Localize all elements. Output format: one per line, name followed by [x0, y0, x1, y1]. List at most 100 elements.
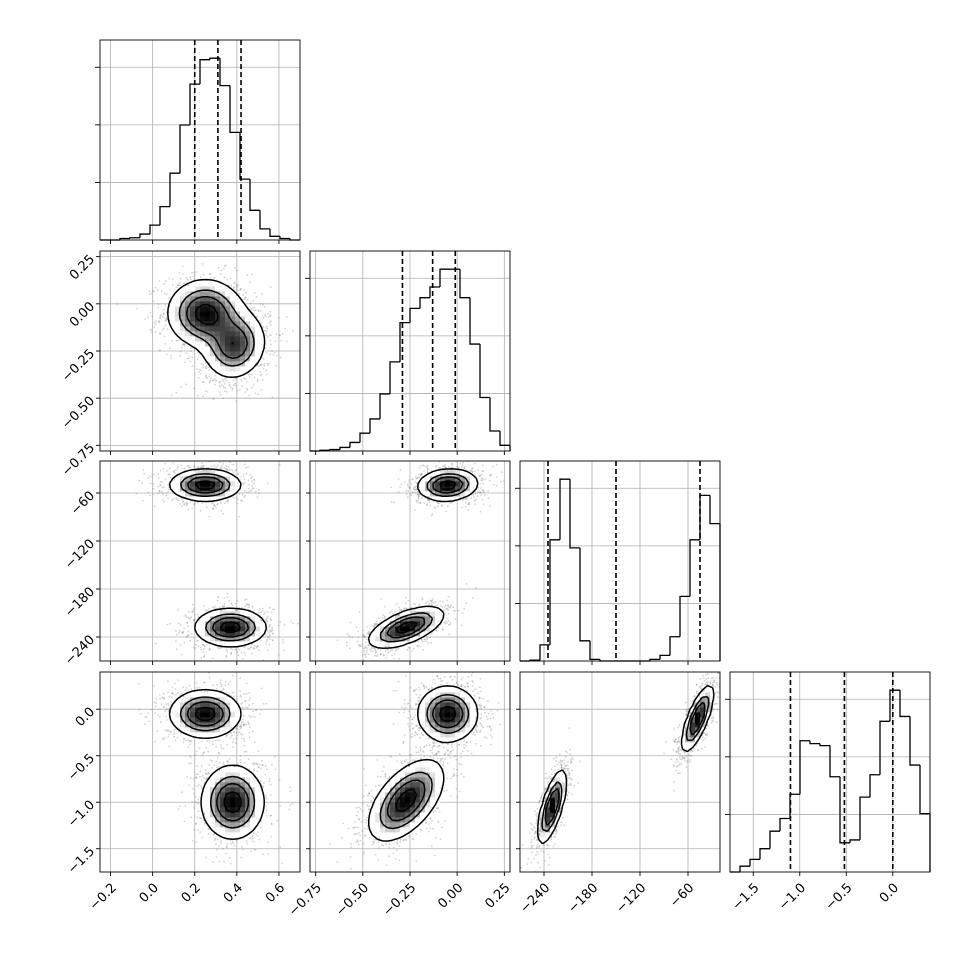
- sample-point: [149, 329, 152, 332]
- density-cell: [250, 636, 256, 642]
- sample-point: [196, 639, 199, 642]
- density-cell: [240, 346, 246, 352]
- sample-point: [153, 482, 155, 485]
- sample-point: [181, 343, 184, 346]
- sample-point: [268, 625, 271, 628]
- density-cell: [210, 636, 216, 642]
- sample-point: [164, 304, 167, 307]
- sample-point: [257, 645, 259, 648]
- density-cell: [205, 621, 211, 627]
- sample-point: [235, 497, 238, 499]
- density-cell: [185, 486, 191, 492]
- sample-point: [153, 326, 156, 329]
- sample-point: [236, 285, 238, 288]
- sample-point: [192, 646, 195, 649]
- sample-point: [179, 623, 182, 626]
- sample-point: [210, 502, 213, 504]
- sample-point: [262, 325, 264, 328]
- sample-point: [292, 622, 295, 625]
- histogram-panel-3: [725, 671, 931, 873]
- density-cell: [205, 481, 211, 487]
- sample-point: [189, 618, 192, 620]
- sample-point: [202, 651, 205, 653]
- sample-point: [220, 509, 223, 512]
- sample-point: [238, 388, 241, 391]
- sample-point: [193, 465, 195, 468]
- sample-point: [193, 619, 195, 622]
- sample-point: [193, 275, 195, 278]
- density-cell: [210, 611, 216, 617]
- sample-point: [193, 271, 195, 274]
- sample-point: [171, 339, 173, 342]
- panel-frame: [729, 671, 931, 873]
- sample-point: [185, 615, 188, 618]
- density-cell: [195, 491, 201, 497]
- sample-point: [228, 384, 231, 386]
- histogram-bin: [829, 745, 840, 778]
- sample-point: [258, 649, 260, 651]
- density-cell: [230, 331, 236, 337]
- sample-point: [269, 624, 271, 626]
- sample-point: [236, 609, 239, 612]
- sample-point: [260, 322, 262, 324]
- density-cell: [260, 336, 266, 342]
- sample-point: [185, 504, 188, 507]
- sample-point: [204, 374, 207, 376]
- sample-point: [261, 609, 264, 612]
- density-cell: [220, 291, 226, 297]
- density-cell: [215, 491, 221, 497]
- sample-point: [193, 273, 196, 276]
- sample-point: [263, 362, 266, 365]
- histogram-panel-2: [515, 460, 721, 662]
- sample-point: [223, 378, 226, 380]
- sample-point: [252, 478, 255, 481]
- density-cell: [235, 371, 241, 377]
- sample-point: [158, 350, 161, 352]
- sample-point: [174, 629, 177, 632]
- sample-point: [191, 271, 193, 274]
- sample-point: [230, 647, 232, 650]
- density-cell: [205, 346, 211, 352]
- sample-point: [196, 358, 199, 360]
- density-cell: [175, 296, 181, 302]
- sample-point: [197, 465, 199, 468]
- density-cell: [225, 351, 231, 357]
- sample-point: [159, 480, 162, 483]
- sample-point: [200, 465, 203, 468]
- sample-point: [251, 307, 254, 310]
- sample-point: [220, 384, 223, 386]
- density-cell: [200, 311, 206, 317]
- sample-point: [159, 317, 161, 320]
- sample-point: [234, 648, 237, 651]
- sample-point: [212, 507, 215, 509]
- sample-point: [253, 482, 256, 485]
- density-cell: [205, 476, 211, 482]
- density-cell: [185, 291, 191, 297]
- density-cell: [180, 331, 186, 337]
- density-cell: [200, 301, 206, 307]
- sample-point: [250, 308, 253, 311]
- sample-point: [203, 605, 205, 607]
- sample-point: [219, 606, 221, 609]
- panel-frame: [519, 460, 721, 662]
- sample-point: [200, 363, 203, 365]
- sample-point: [162, 499, 164, 501]
- sample-point: [211, 606, 214, 609]
- density-cell: [245, 336, 251, 342]
- density-cell: [225, 321, 231, 327]
- density-cell: [195, 336, 201, 342]
- sample-point: [165, 319, 168, 322]
- sample-point: [213, 276, 216, 279]
- density-cell: [230, 301, 236, 307]
- histogram-bin: [279, 236, 290, 240]
- density-cell: [225, 336, 231, 342]
- density-cell: [205, 616, 211, 622]
- sample-point: [170, 357, 173, 360]
- sample-point: [251, 273, 254, 276]
- sample-point: [233, 282, 236, 285]
- density-cell: [220, 636, 226, 642]
- sample-point: [236, 502, 239, 505]
- sample-point: [180, 386, 182, 388]
- density-cell: [250, 321, 256, 327]
- sample-point: [162, 315, 165, 318]
